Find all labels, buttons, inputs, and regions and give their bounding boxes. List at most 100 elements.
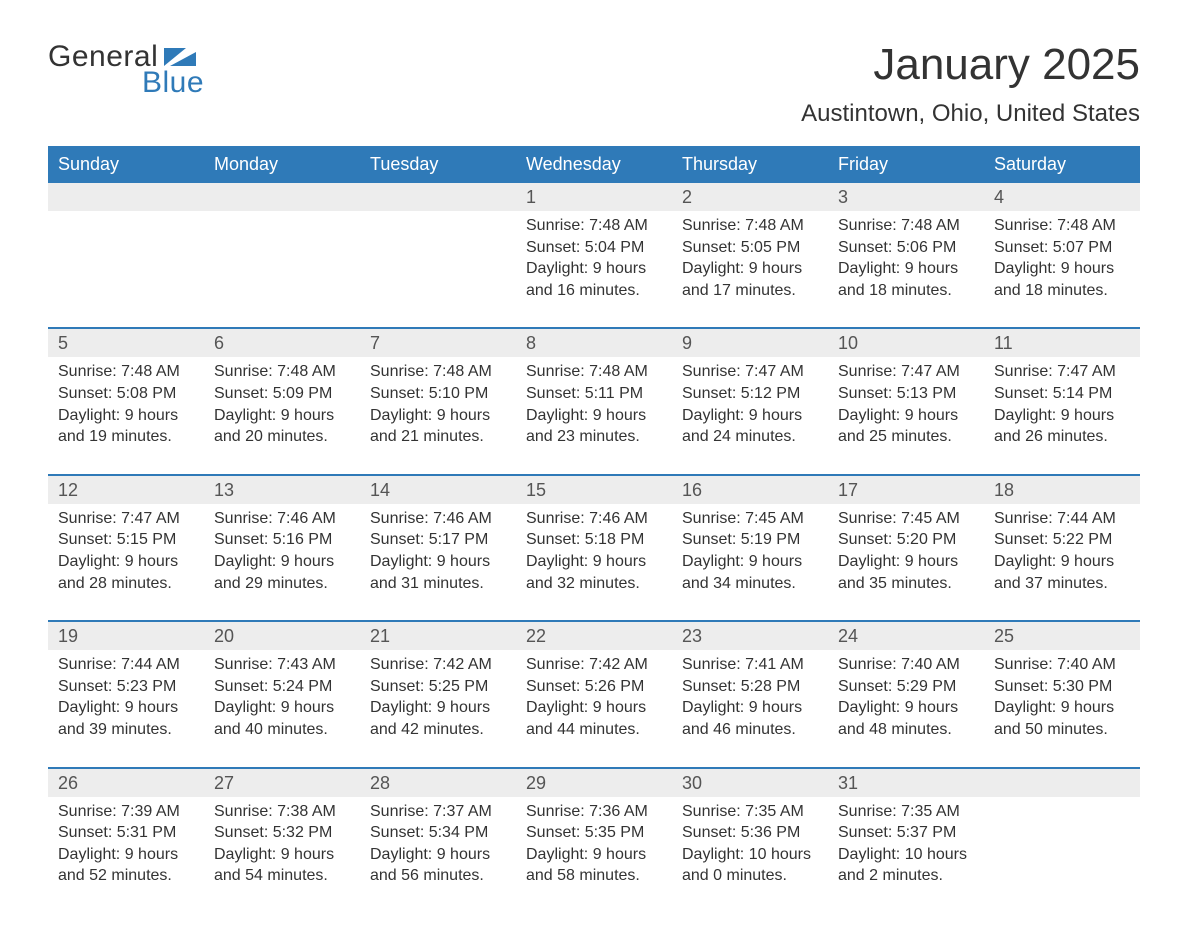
sunset-text: Sunset: 5:07 PM bbox=[994, 237, 1130, 259]
day1-text: Daylight: 9 hours bbox=[58, 405, 194, 427]
daynum-row: 262728293031 bbox=[48, 769, 1140, 797]
day2-text: and 39 minutes. bbox=[58, 719, 194, 741]
day1-text: Daylight: 9 hours bbox=[526, 844, 662, 866]
day-cell: Sunrise: 7:46 AMSunset: 5:17 PMDaylight:… bbox=[360, 504, 516, 604]
day-cell: Sunrise: 7:41 AMSunset: 5:28 PMDaylight:… bbox=[672, 650, 828, 750]
day-number bbox=[48, 183, 204, 211]
sunrise-text: Sunrise: 7:45 AM bbox=[838, 508, 974, 530]
sunset-text: Sunset: 5:16 PM bbox=[214, 529, 350, 551]
day-number: 26 bbox=[48, 769, 204, 797]
sunrise-text: Sunrise: 7:47 AM bbox=[58, 508, 194, 530]
day-cell: Sunrise: 7:40 AMSunset: 5:30 PMDaylight:… bbox=[984, 650, 1140, 750]
sunset-text: Sunset: 5:18 PM bbox=[526, 529, 662, 551]
day-cell: Sunrise: 7:48 AMSunset: 5:04 PMDaylight:… bbox=[516, 211, 672, 311]
logo-text-blue: Blue bbox=[142, 66, 204, 100]
sunrise-text: Sunrise: 7:48 AM bbox=[214, 361, 350, 383]
cells-row: Sunrise: 7:47 AMSunset: 5:15 PMDaylight:… bbox=[48, 504, 1140, 604]
week: 262728293031Sunrise: 7:39 AMSunset: 5:31… bbox=[48, 767, 1140, 897]
day1-text: Daylight: 9 hours bbox=[370, 551, 506, 573]
sunset-text: Sunset: 5:13 PM bbox=[838, 383, 974, 405]
sunset-text: Sunset: 5:05 PM bbox=[682, 237, 818, 259]
day2-text: and 37 minutes. bbox=[994, 573, 1130, 595]
day-number: 3 bbox=[828, 183, 984, 211]
week: 1234Sunrise: 7:48 AMSunset: 5:04 PMDayli… bbox=[48, 183, 1140, 311]
logo-flag-icon bbox=[164, 48, 196, 66]
day-number bbox=[360, 183, 516, 211]
day-cell bbox=[360, 211, 516, 311]
day-cell: Sunrise: 7:48 AMSunset: 5:08 PMDaylight:… bbox=[48, 357, 204, 457]
day-number: 8 bbox=[516, 329, 672, 357]
location: Austintown, Ohio, United States bbox=[801, 100, 1140, 128]
day1-text: Daylight: 9 hours bbox=[214, 405, 350, 427]
day-header: Sunday bbox=[48, 146, 204, 183]
day-number: 27 bbox=[204, 769, 360, 797]
day-header: Saturday bbox=[984, 146, 1140, 183]
sunset-text: Sunset: 5:12 PM bbox=[682, 383, 818, 405]
sunrise-text: Sunrise: 7:46 AM bbox=[526, 508, 662, 530]
day1-text: Daylight: 9 hours bbox=[682, 405, 818, 427]
day2-text: and 32 minutes. bbox=[526, 573, 662, 595]
sunset-text: Sunset: 5:20 PM bbox=[838, 529, 974, 551]
day-cell: Sunrise: 7:36 AMSunset: 5:35 PMDaylight:… bbox=[516, 797, 672, 897]
sunset-text: Sunset: 5:08 PM bbox=[58, 383, 194, 405]
day2-text: and 54 minutes. bbox=[214, 865, 350, 887]
day2-text: and 35 minutes. bbox=[838, 573, 974, 595]
day2-text: and 48 minutes. bbox=[838, 719, 974, 741]
day2-text: and 44 minutes. bbox=[526, 719, 662, 741]
sunset-text: Sunset: 5:34 PM bbox=[370, 822, 506, 844]
day-number: 30 bbox=[672, 769, 828, 797]
day-number: 28 bbox=[360, 769, 516, 797]
sunset-text: Sunset: 5:09 PM bbox=[214, 383, 350, 405]
day-cell: Sunrise: 7:46 AMSunset: 5:16 PMDaylight:… bbox=[204, 504, 360, 604]
day2-text: and 40 minutes. bbox=[214, 719, 350, 741]
sunrise-text: Sunrise: 7:47 AM bbox=[994, 361, 1130, 383]
day-cell: Sunrise: 7:45 AMSunset: 5:20 PMDaylight:… bbox=[828, 504, 984, 604]
day-number: 4 bbox=[984, 183, 1140, 211]
sunrise-text: Sunrise: 7:48 AM bbox=[526, 361, 662, 383]
day-number: 24 bbox=[828, 622, 984, 650]
day-number: 11 bbox=[984, 329, 1140, 357]
day2-text: and 17 minutes. bbox=[682, 280, 818, 302]
day2-text: and 42 minutes. bbox=[370, 719, 506, 741]
sunset-text: Sunset: 5:29 PM bbox=[838, 676, 974, 698]
daynum-row: 567891011 bbox=[48, 329, 1140, 357]
cells-row: Sunrise: 7:48 AMSunset: 5:08 PMDaylight:… bbox=[48, 357, 1140, 457]
day-number: 14 bbox=[360, 476, 516, 504]
day-cell: Sunrise: 7:44 AMSunset: 5:23 PMDaylight:… bbox=[48, 650, 204, 750]
sunset-text: Sunset: 5:25 PM bbox=[370, 676, 506, 698]
day1-text: Daylight: 9 hours bbox=[526, 405, 662, 427]
daynum-row: 19202122232425 bbox=[48, 622, 1140, 650]
day1-text: Daylight: 9 hours bbox=[526, 551, 662, 573]
title-block: January 2025 Austintown, Ohio, United St… bbox=[801, 40, 1140, 128]
day-cell: Sunrise: 7:47 AMSunset: 5:15 PMDaylight:… bbox=[48, 504, 204, 604]
sunrise-text: Sunrise: 7:40 AM bbox=[838, 654, 974, 676]
day2-text: and 34 minutes. bbox=[682, 573, 818, 595]
sunset-text: Sunset: 5:37 PM bbox=[838, 822, 974, 844]
day1-text: Daylight: 9 hours bbox=[838, 697, 974, 719]
week: 12131415161718Sunrise: 7:47 AMSunset: 5:… bbox=[48, 474, 1140, 604]
sunrise-text: Sunrise: 7:44 AM bbox=[58, 654, 194, 676]
day-number: 16 bbox=[672, 476, 828, 504]
day1-text: Daylight: 9 hours bbox=[58, 697, 194, 719]
day1-text: Daylight: 9 hours bbox=[682, 258, 818, 280]
day-number: 6 bbox=[204, 329, 360, 357]
day-cell bbox=[204, 211, 360, 311]
day1-text: Daylight: 9 hours bbox=[838, 405, 974, 427]
day2-text: and 26 minutes. bbox=[994, 426, 1130, 448]
sunrise-text: Sunrise: 7:47 AM bbox=[682, 361, 818, 383]
sunrise-text: Sunrise: 7:48 AM bbox=[994, 215, 1130, 237]
day-header-row: Sunday Monday Tuesday Wednesday Thursday… bbox=[48, 146, 1140, 183]
sunset-text: Sunset: 5:04 PM bbox=[526, 237, 662, 259]
day1-text: Daylight: 9 hours bbox=[838, 258, 974, 280]
day-cell: Sunrise: 7:44 AMSunset: 5:22 PMDaylight:… bbox=[984, 504, 1140, 604]
day1-text: Daylight: 9 hours bbox=[370, 844, 506, 866]
day2-text: and 2 minutes. bbox=[838, 865, 974, 887]
day-number: 5 bbox=[48, 329, 204, 357]
day-cell: Sunrise: 7:48 AMSunset: 5:07 PMDaylight:… bbox=[984, 211, 1140, 311]
day-number: 22 bbox=[516, 622, 672, 650]
day-cell: Sunrise: 7:48 AMSunset: 5:10 PMDaylight:… bbox=[360, 357, 516, 457]
header: General Blue January 2025 Austintown, Oh… bbox=[48, 40, 1140, 128]
day-cell: Sunrise: 7:40 AMSunset: 5:29 PMDaylight:… bbox=[828, 650, 984, 750]
day-cell: Sunrise: 7:48 AMSunset: 5:05 PMDaylight:… bbox=[672, 211, 828, 311]
day2-text: and 19 minutes. bbox=[58, 426, 194, 448]
